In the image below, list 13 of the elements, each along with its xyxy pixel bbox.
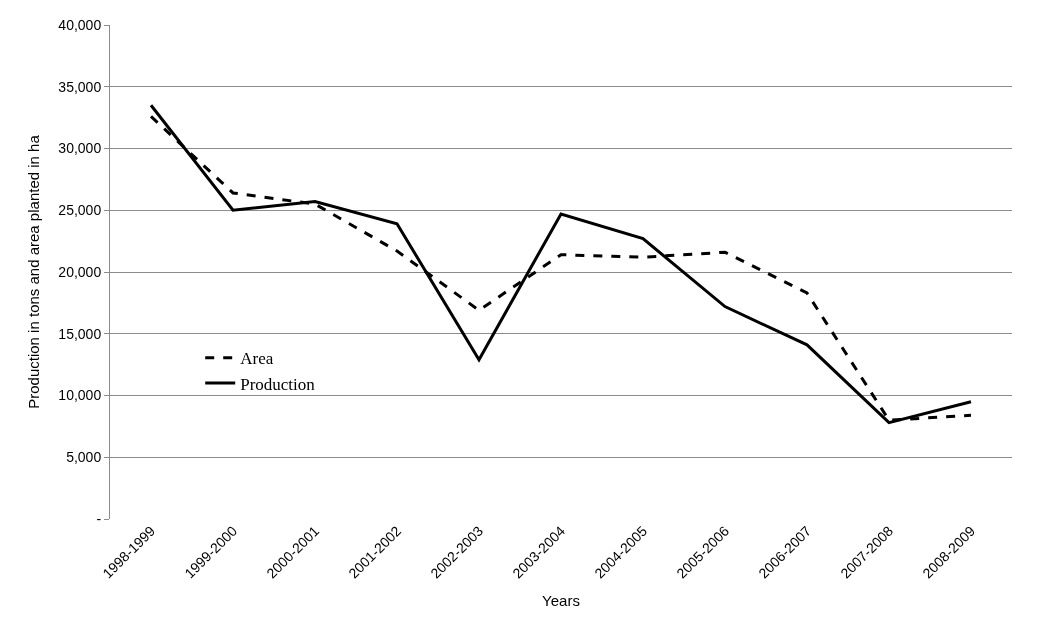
- y-tick-label: 35,000: [58, 78, 102, 95]
- y-tick-label: 25,000: [58, 202, 102, 219]
- y-tick-label: 20,000: [58, 263, 102, 280]
- x-axis-title: Years: [542, 592, 580, 610]
- y-tick-label: 10,000: [58, 387, 102, 404]
- legend-label: Area: [240, 349, 274, 369]
- y-tick-label: 40,000: [58, 16, 102, 33]
- y-tick-label: 5,000: [66, 449, 102, 466]
- legend-label: Production: [240, 374, 316, 394]
- y-tick-label: -: [96, 510, 102, 527]
- y-tick-label: 30,000: [58, 140, 102, 157]
- y-tick-label: 15,000: [58, 325, 102, 342]
- y-axis-title: Production in tons and area planted in ha: [24, 134, 42, 409]
